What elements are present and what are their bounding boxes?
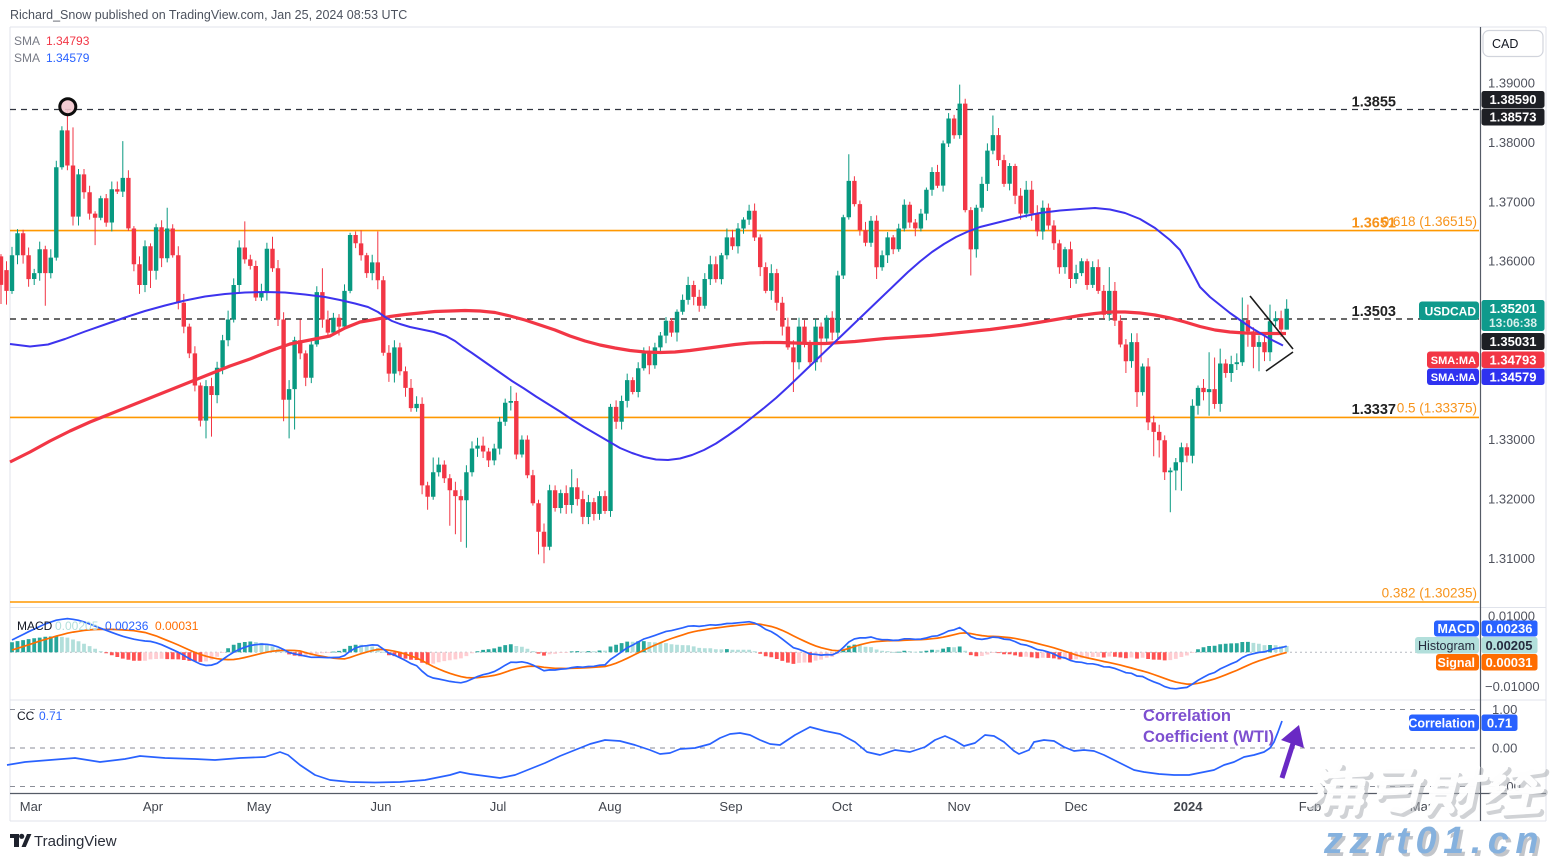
svg-text:Sep: Sep	[719, 799, 742, 814]
svg-text:CC: CC	[17, 709, 35, 723]
svg-text:1.31000: 1.31000	[1488, 551, 1535, 566]
svg-text:0.5 (1.33375): 0.5 (1.33375)	[1397, 401, 1477, 416]
svg-text:1.35201: 1.35201	[1490, 301, 1537, 316]
svg-text:Mar: Mar	[20, 799, 43, 814]
svg-text:0.00205: 0.00205	[1486, 638, 1533, 653]
svg-text:1.34793: 1.34793	[46, 34, 90, 48]
svg-text:1.36000: 1.36000	[1488, 254, 1535, 269]
svg-text:1.34579: 1.34579	[1490, 370, 1537, 385]
svg-text:1.3337: 1.3337	[1352, 402, 1396, 418]
svg-text:0.382 (1.30235): 0.382 (1.30235)	[1382, 586, 1477, 601]
svg-text:Signal: Signal	[1437, 656, 1475, 670]
svg-text:SMA:MA: SMA:MA	[1431, 355, 1476, 367]
svg-text:SMA:MA: SMA:MA	[1431, 372, 1476, 384]
svg-text:0.00205: 0.00205	[55, 619, 99, 633]
svg-text:1.00: 1.00	[1492, 702, 1517, 717]
svg-text:Dec: Dec	[1064, 799, 1088, 814]
svg-text:Histogram: Histogram	[1418, 639, 1475, 653]
svg-text:Correlation: Correlation	[1408, 717, 1475, 731]
svg-text:SMA: SMA	[14, 51, 40, 65]
svg-text:May: May	[247, 799, 272, 814]
svg-text:0.00031: 0.00031	[1486, 655, 1533, 670]
svg-text:Coefficient (WTI): Coefficient (WTI)	[1143, 728, 1274, 746]
svg-text:1.39000: 1.39000	[1488, 75, 1535, 90]
svg-text:0.00236: 0.00236	[105, 619, 149, 633]
svg-text:1.38000: 1.38000	[1488, 135, 1535, 150]
svg-text:MACD: MACD	[17, 619, 53, 633]
svg-text:1.38573: 1.38573	[1490, 110, 1537, 125]
svg-text:1.34793: 1.34793	[1490, 353, 1537, 368]
svg-text:CAD: CAD	[1492, 37, 1518, 51]
svg-text:Correlation: Correlation	[1143, 707, 1231, 725]
svg-text:Richard_Snow published on Trad: Richard_Snow published on TradingView.co…	[10, 8, 407, 22]
svg-text:Apr: Apr	[143, 799, 164, 814]
svg-text:1.37000: 1.37000	[1488, 194, 1535, 209]
svg-text:−0.01000: −0.01000	[1485, 679, 1540, 694]
svg-text:1.35031: 1.35031	[1490, 334, 1537, 349]
svg-text:13:06:38: 13:06:38	[1489, 316, 1537, 330]
svg-text:0.618 (1.36515): 0.618 (1.36515)	[1382, 214, 1477, 229]
svg-text:1.38590: 1.38590	[1490, 92, 1537, 107]
svg-text:zzrt01.cn: zzrt01.cn	[1323, 820, 1545, 857]
svg-text:1.34579: 1.34579	[46, 51, 90, 65]
svg-text:2024: 2024	[1174, 799, 1204, 814]
svg-text:1.3855: 1.3855	[1352, 94, 1396, 110]
svg-text:TradingView: TradingView	[34, 833, 117, 850]
svg-text:zzrt01.cn: zzrt01.cn	[1326, 823, 1548, 857]
svg-text:1.3651: 1.3651	[1352, 215, 1396, 231]
svg-text:0.00: 0.00	[1492, 741, 1517, 756]
svg-text:0.71: 0.71	[39, 709, 63, 723]
svg-text:Jun: Jun	[371, 799, 392, 814]
svg-text:1.3503: 1.3503	[1352, 304, 1396, 320]
svg-text:Jul: Jul	[490, 799, 507, 814]
svg-text:0.71: 0.71	[1487, 716, 1512, 731]
svg-text:Aug: Aug	[598, 799, 621, 814]
svg-text:0.01000: 0.01000	[1488, 608, 1535, 623]
svg-text:Oct: Oct	[832, 799, 853, 814]
svg-text:MACD: MACD	[1438, 622, 1476, 636]
svg-text:1.32000: 1.32000	[1488, 492, 1535, 507]
svg-text:Nov: Nov	[947, 799, 971, 814]
svg-text:1.33000: 1.33000	[1488, 432, 1535, 447]
svg-text:0.00031: 0.00031	[155, 619, 199, 633]
svg-text:0.00236: 0.00236	[1486, 621, 1533, 636]
svg-text:SMA: SMA	[14, 34, 40, 48]
svg-text:USDCAD: USDCAD	[1425, 305, 1477, 319]
